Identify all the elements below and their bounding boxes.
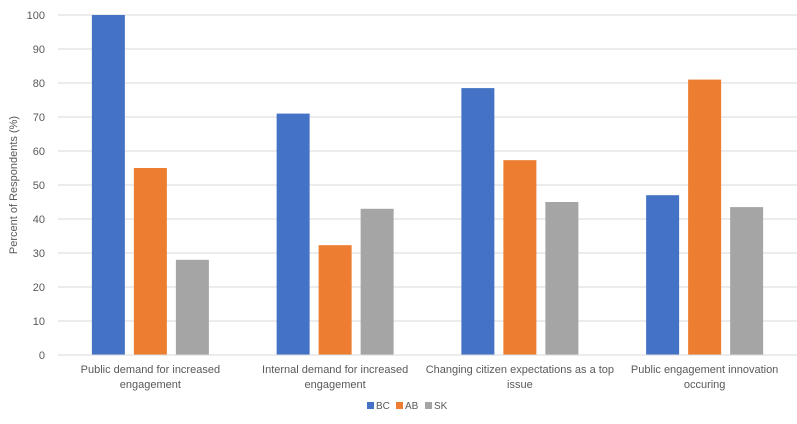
bar-bc-2 <box>276 113 310 355</box>
bar-ab-3 <box>503 160 537 355</box>
legend-label-bc: BC <box>376 401 390 412</box>
bar-sk-3 <box>545 202 579 355</box>
legend-label-sk: SK <box>434 401 448 412</box>
grid-lines <box>58 14 797 322</box>
x-axis-labels: Public demand for increased engagement Int… <box>81 364 779 391</box>
bar-ab-2 <box>318 245 352 355</box>
x-category-label: engagement <box>120 379 181 391</box>
y-tick-label: 40 <box>33 214 45 226</box>
bar-sk-2 <box>360 208 394 355</box>
y-tick-label: 0 <box>39 350 45 362</box>
legend: BC AB SK <box>367 401 448 412</box>
legend-swatch-ab <box>396 402 403 409</box>
x-category-label: issue <box>507 379 533 391</box>
y-tick-label: 50 <box>33 180 45 192</box>
x-category-label: Public engagement innovation <box>631 364 778 376</box>
y-tick-label: 70 <box>33 112 45 124</box>
y-tick-label: 90 <box>33 44 45 56</box>
y-tick-label: 60 <box>33 146 45 158</box>
bar-ab-1 <box>133 168 167 355</box>
bar-bc-4 <box>646 195 680 355</box>
y-axis-title: Percent of Respondents (%) <box>8 116 20 254</box>
x-category-label: engagement <box>305 379 366 391</box>
y-tick-label: 10 <box>33 316 45 328</box>
bar-bc-3 <box>461 88 495 355</box>
bar-series <box>91 15 764 355</box>
bar-sk-4 <box>730 207 764 355</box>
legend-label-ab: AB <box>405 401 419 412</box>
legend-swatch-bc <box>367 402 374 409</box>
y-tick-label: 80 <box>33 78 45 90</box>
y-tick-label: 20 <box>33 282 45 294</box>
y-tick-label: 30 <box>33 248 45 260</box>
x-category-label: Internal demand for increased <box>262 364 408 376</box>
bar-bc-1 <box>91 15 125 355</box>
bar-ab-4 <box>688 79 722 355</box>
bar-sk-1 <box>175 259 209 355</box>
y-tick-label: 100 <box>27 10 45 22</box>
x-category-label: occuring <box>684 379 726 391</box>
x-category-label: Public demand for increased <box>81 364 220 376</box>
y-axis-ticks: 0 10 20 30 40 50 60 70 80 90 100 <box>27 10 45 362</box>
x-category-label: Changing citizen expectations as a top <box>426 364 614 376</box>
legend-swatch-sk <box>425 402 432 409</box>
